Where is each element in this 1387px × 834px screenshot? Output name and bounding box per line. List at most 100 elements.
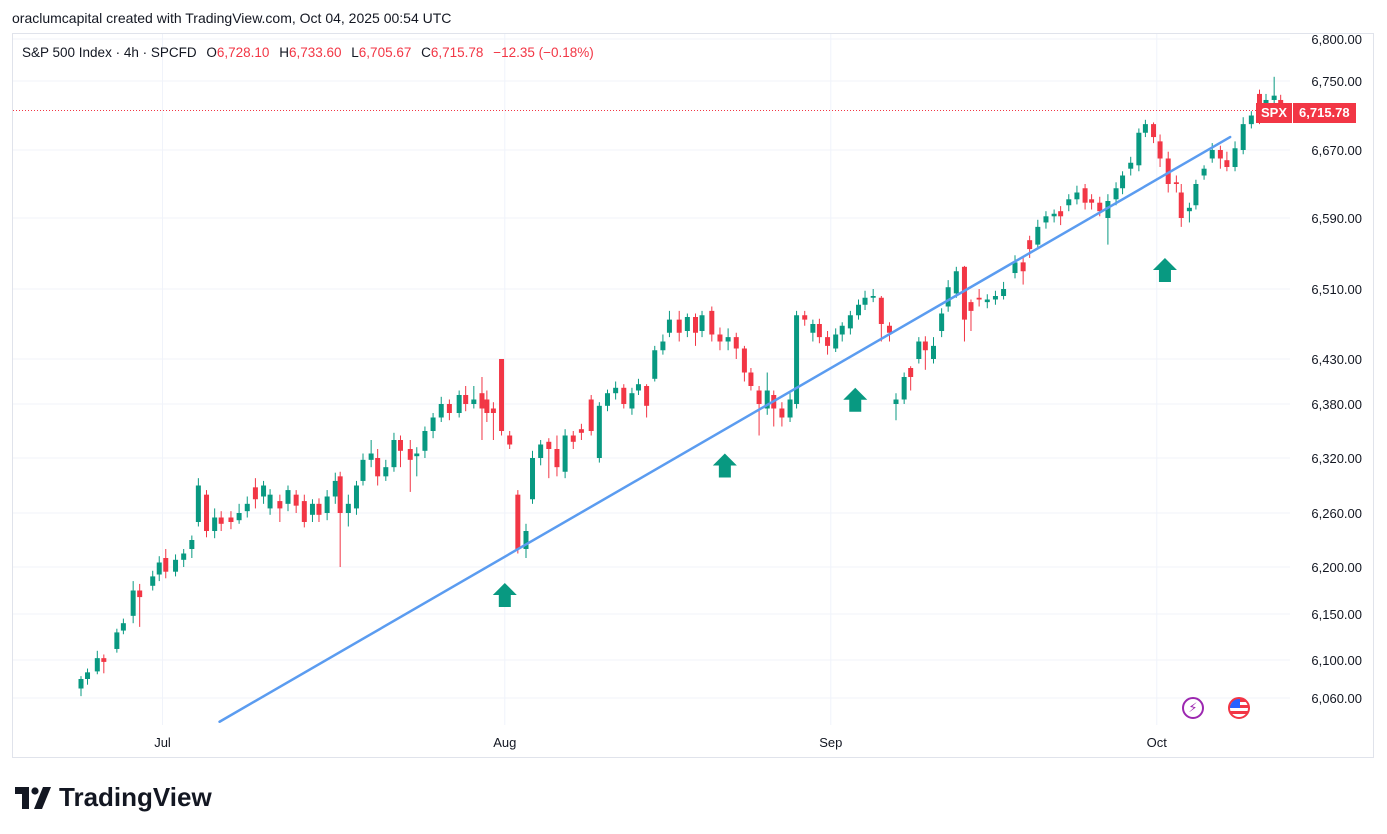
lightning-icon[interactable]: ⚡ bbox=[1182, 697, 1204, 719]
candle-down bbox=[779, 408, 785, 418]
candle-up bbox=[523, 531, 529, 549]
candle-up bbox=[456, 395, 462, 413]
legend-low-label: L bbox=[351, 45, 359, 60]
y-tick-label: 6,670.00 bbox=[1311, 143, 1362, 158]
candle-up bbox=[1193, 184, 1199, 206]
legend-high-label: H bbox=[279, 45, 289, 60]
candle-down bbox=[515, 494, 521, 549]
candle-up bbox=[195, 485, 201, 522]
candle-up bbox=[236, 513, 242, 521]
candle-up bbox=[856, 304, 862, 316]
candle-up bbox=[847, 315, 853, 329]
candle-up bbox=[613, 387, 619, 394]
candle-down bbox=[976, 297, 982, 300]
candle-down bbox=[570, 435, 576, 442]
candle-up bbox=[173, 559, 179, 572]
y-tick-label: 6,510.00 bbox=[1311, 282, 1362, 297]
candle-down bbox=[816, 324, 822, 338]
candle-down bbox=[1256, 93, 1262, 109]
candle-up bbox=[1128, 162, 1134, 169]
candle-up bbox=[725, 337, 731, 342]
candle-up bbox=[114, 632, 120, 649]
candle-up bbox=[430, 417, 436, 431]
candle-up bbox=[94, 658, 100, 672]
y-tick-label: 6,750.00 bbox=[1311, 74, 1362, 89]
candle-up bbox=[1043, 216, 1049, 223]
candle-down bbox=[1157, 141, 1163, 159]
candle-up bbox=[1066, 199, 1072, 206]
us-flag-icon[interactable] bbox=[1228, 697, 1250, 719]
y-tick-label: 6,260.00 bbox=[1311, 506, 1362, 521]
candle-up bbox=[1105, 201, 1111, 218]
y-tick-label: 6,800.00 bbox=[1311, 32, 1362, 47]
candle-down bbox=[1097, 202, 1103, 212]
candle-down bbox=[490, 408, 496, 413]
candle-up bbox=[1240, 124, 1246, 150]
candle-up bbox=[953, 271, 959, 294]
candle-down bbox=[479, 393, 485, 409]
candle-up bbox=[244, 503, 250, 512]
y-tick-label: 6,430.00 bbox=[1311, 352, 1362, 367]
candle-down bbox=[337, 476, 343, 513]
candle-down bbox=[756, 390, 762, 404]
candle-down bbox=[277, 501, 283, 509]
candle-down bbox=[1027, 240, 1033, 250]
legend-change: −12.35 (−0.18%) bbox=[493, 45, 594, 60]
candle-down bbox=[1178, 192, 1184, 218]
candle-up bbox=[85, 672, 91, 679]
candle-up bbox=[660, 341, 666, 351]
candle-down bbox=[101, 658, 107, 662]
legend-low-value: 6,705.67 bbox=[358, 45, 412, 60]
symbol-legend: S&P 500 Index · 4h · SPCFD O6,728.10 H6,… bbox=[22, 45, 594, 60]
support-arrow-icon bbox=[712, 453, 737, 478]
candle-up bbox=[422, 431, 428, 451]
candle-up bbox=[309, 503, 315, 515]
candle-up bbox=[353, 485, 359, 509]
candle-up bbox=[764, 390, 770, 409]
tradingview-logo[interactable]: TradingView bbox=[15, 782, 212, 813]
candle-down bbox=[709, 310, 715, 335]
candle-up bbox=[156, 562, 162, 575]
candle-down bbox=[922, 341, 928, 351]
candle-down bbox=[748, 372, 754, 386]
candle-down bbox=[693, 317, 699, 333]
candle-up bbox=[787, 399, 793, 418]
candle-down bbox=[446, 404, 452, 413]
candle-down bbox=[228, 517, 234, 522]
y-tick-label: 6,060.00 bbox=[1311, 691, 1362, 706]
candle-down bbox=[1224, 160, 1230, 167]
candle-down bbox=[588, 399, 594, 431]
candle-up bbox=[629, 393, 635, 409]
candle-down bbox=[484, 399, 490, 413]
legend-close-label: C bbox=[421, 45, 431, 60]
candle-up bbox=[471, 399, 477, 404]
candle-up bbox=[324, 496, 330, 513]
y-tick-label: 6,100.00 bbox=[1311, 653, 1362, 668]
y-tick-label: 6,320.00 bbox=[1311, 451, 1362, 466]
candle-up bbox=[130, 590, 136, 616]
candle-up bbox=[345, 503, 351, 513]
candle-down bbox=[878, 297, 884, 324]
candle-down bbox=[886, 325, 892, 333]
legend-symbol: S&P 500 Index · 4h · SPCFD bbox=[22, 45, 197, 60]
candle-up bbox=[1001, 289, 1007, 296]
candle-down bbox=[1020, 262, 1026, 272]
candle-down bbox=[1217, 150, 1223, 159]
x-tick-label: Aug bbox=[493, 735, 516, 750]
candle-up bbox=[1209, 150, 1215, 159]
candle-up bbox=[1120, 175, 1126, 189]
price-badge-symbol: SPX bbox=[1256, 103, 1294, 123]
candle-up bbox=[666, 319, 672, 333]
candle-up bbox=[699, 315, 705, 331]
candle-up bbox=[992, 296, 998, 300]
candle-up bbox=[984, 299, 990, 303]
candle-up bbox=[916, 341, 922, 359]
support-arrow-icon bbox=[1152, 257, 1177, 282]
legend-open-label: O bbox=[206, 45, 217, 60]
candle-up bbox=[267, 494, 273, 509]
candle-up bbox=[635, 384, 641, 391]
candle-up bbox=[862, 297, 868, 305]
candle-down bbox=[1082, 188, 1088, 203]
candle-down bbox=[301, 501, 307, 522]
